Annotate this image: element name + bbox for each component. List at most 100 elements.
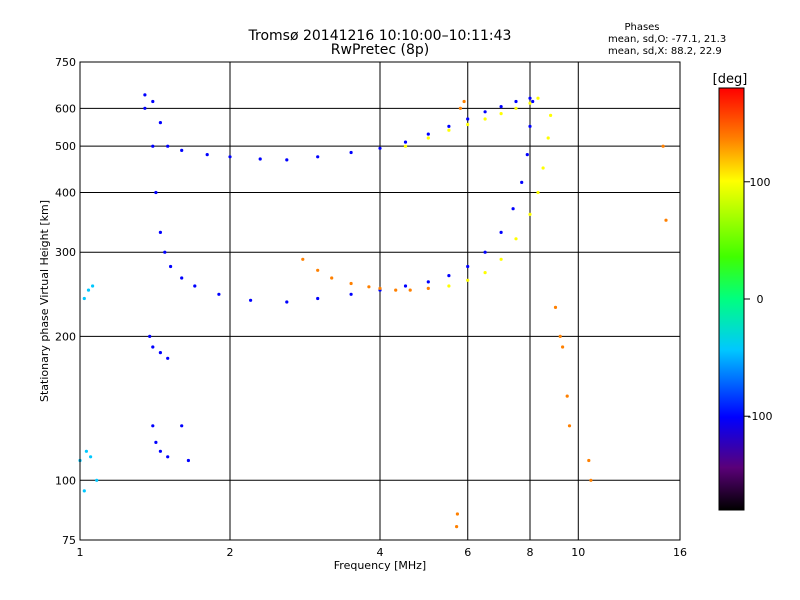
data-point <box>536 190 540 195</box>
plot-border <box>79 61 681 541</box>
data-point <box>455 525 459 529</box>
data-point <box>528 212 532 216</box>
chart-title-line1: Tromsø 20141216 10:10:00–10:11:43 <box>248 28 512 44</box>
data-point <box>95 478 99 482</box>
data-point <box>466 117 470 121</box>
data-point <box>408 288 412 292</box>
data-point <box>285 158 289 162</box>
data-point <box>499 230 503 234</box>
stats-title: Phases <box>624 22 659 33</box>
x-tick-label: 10 <box>571 546 585 559</box>
data-point <box>89 455 93 459</box>
colorbar-tick-label: 0 <box>757 293 764 306</box>
data-point <box>205 153 209 157</box>
data-point <box>86 288 91 292</box>
data-point <box>258 157 262 161</box>
data-point <box>163 250 167 254</box>
data-point <box>180 148 184 152</box>
data-point <box>166 144 170 148</box>
data-point <box>528 124 532 128</box>
data-point <box>151 424 155 428</box>
data-point <box>148 334 152 338</box>
y-axis-ticks: 75 100 200 300 400 500 600 750 <box>55 56 76 547</box>
x-tick-label: 1 <box>77 546 84 559</box>
data-point <box>166 455 170 459</box>
x-tick-label: 4 <box>377 546 384 559</box>
data-point <box>546 136 550 140</box>
data-point <box>483 110 487 114</box>
data-point <box>180 424 184 428</box>
data-point <box>154 440 158 444</box>
data-point <box>483 271 487 275</box>
data-point <box>549 113 553 117</box>
data-point <box>249 298 253 302</box>
data-point <box>541 166 545 170</box>
data-point <box>217 292 221 296</box>
data-point <box>186 458 190 463</box>
data-point <box>158 230 162 234</box>
data-point <box>158 449 162 453</box>
data-point <box>565 394 569 398</box>
data-point <box>316 155 320 159</box>
y-axis-label: Stationary phase Virtual Height [km] <box>38 200 51 402</box>
data-point <box>499 257 503 261</box>
x-tick-label: 8 <box>527 546 534 559</box>
data-point <box>514 106 518 110</box>
y-tick-label: 500 <box>55 140 76 153</box>
colorbar-tick-label: -100 <box>748 410 773 423</box>
colorbar-unit-label: [deg] <box>713 72 748 87</box>
chart-title-line2: RwPretec (8p) <box>331 42 429 58</box>
data-point <box>285 300 289 304</box>
data-point <box>403 284 408 288</box>
data-point <box>426 286 430 290</box>
data-point <box>82 489 86 493</box>
data-point <box>483 250 487 254</box>
data-point <box>528 101 532 105</box>
data-point <box>664 218 668 222</box>
data-point <box>154 190 158 195</box>
data-point <box>587 458 591 463</box>
data-point <box>228 155 232 159</box>
data-point <box>531 99 535 104</box>
data-point <box>316 268 320 272</box>
y-tick-label: 200 <box>55 330 76 343</box>
data-point <box>514 237 518 241</box>
data-point <box>520 180 524 184</box>
x-tick-label: 2 <box>227 546 234 559</box>
y-tick-label: 100 <box>55 474 76 487</box>
data-point <box>499 112 503 116</box>
x-axis-label: Frequency [MHz] <box>334 559 426 572</box>
data-point <box>151 144 155 148</box>
data-point <box>426 136 430 140</box>
data-point <box>589 478 593 482</box>
data-point <box>447 128 451 132</box>
data-point <box>180 276 184 280</box>
data-point <box>84 449 88 453</box>
data-point <box>349 292 353 296</box>
data-point <box>466 122 470 127</box>
data-point <box>158 121 162 125</box>
colorbar-ticks: 100 0 -100 <box>744 176 772 423</box>
data-point <box>536 96 540 100</box>
data-point <box>499 105 503 109</box>
data-point <box>661 144 665 148</box>
y-tick-label: 300 <box>55 246 76 259</box>
data-point <box>330 276 334 280</box>
data-point <box>151 99 155 104</box>
data-point <box>166 356 170 360</box>
data-point <box>158 351 162 355</box>
x-axis-ticks: 1 2 4 6 8 10 16 <box>77 546 688 559</box>
data-point <box>561 345 565 349</box>
data-point <box>349 150 353 155</box>
data-point <box>426 280 430 284</box>
data-point <box>525 153 529 157</box>
data-point <box>466 278 470 282</box>
data-point <box>447 284 451 288</box>
data-point <box>447 274 451 278</box>
data-point <box>378 286 382 290</box>
data-point <box>447 124 451 128</box>
stats-line-o: mean, sd,O: -77.1, 21.3 <box>608 34 726 45</box>
data-point <box>528 96 532 100</box>
data-point <box>143 106 147 110</box>
